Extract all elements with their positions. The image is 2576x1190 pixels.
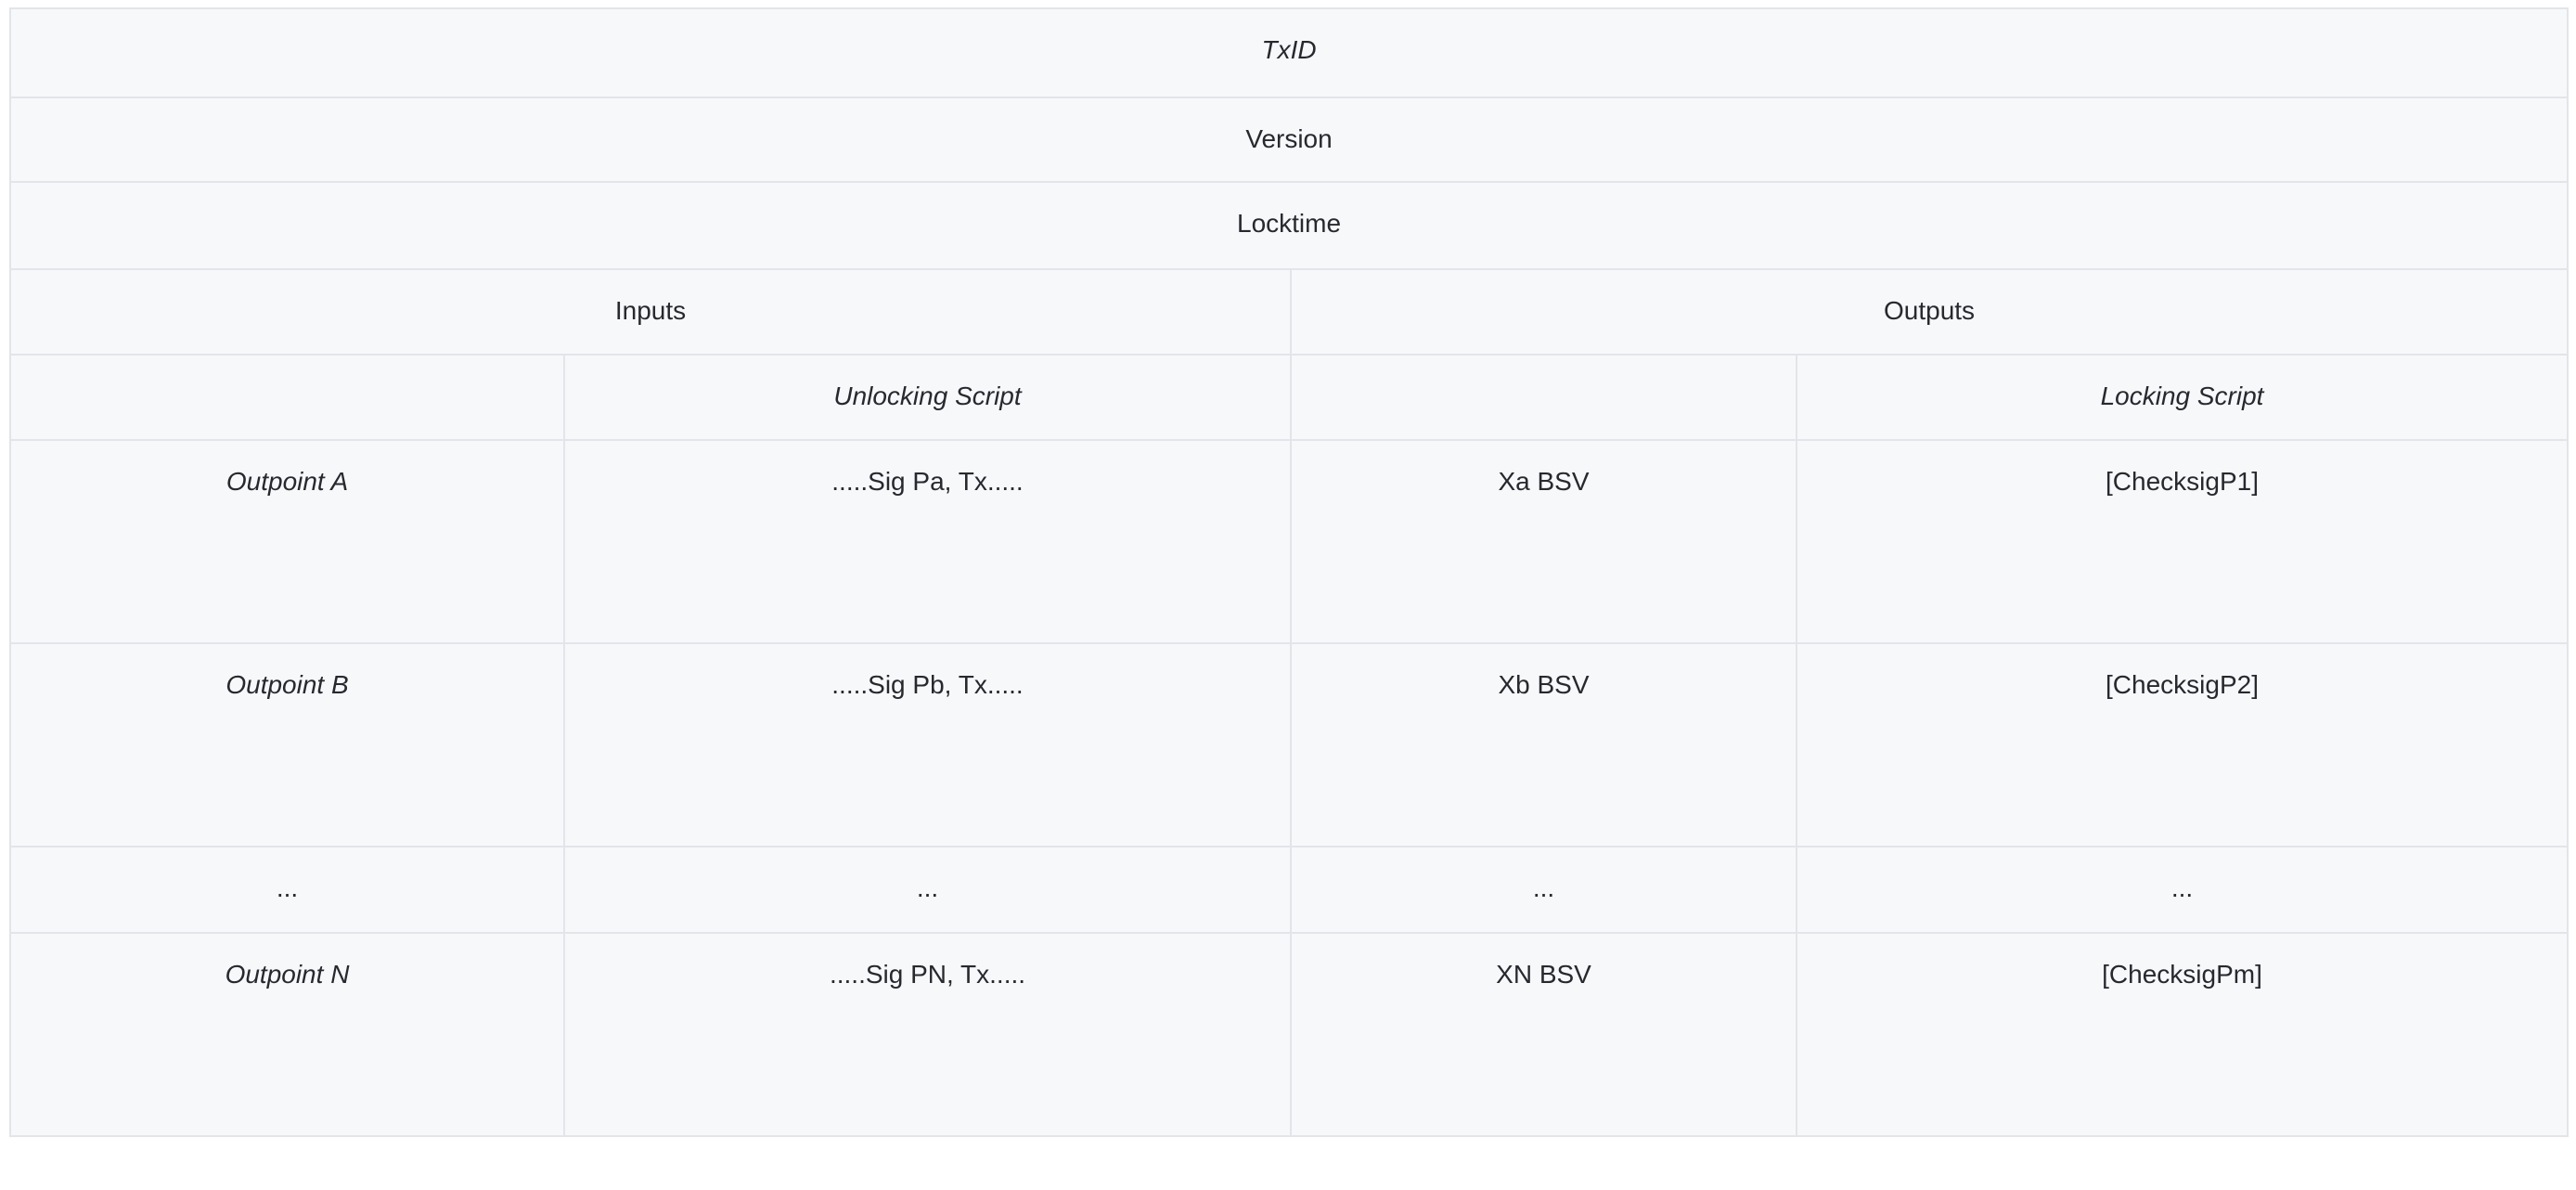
- inputs-outputs-header-row: Inputs Outputs: [9, 268, 2570, 356]
- outpoint-cell: Outpoint N: [9, 932, 565, 1137]
- amount-cell: ...: [1290, 846, 1797, 934]
- outpoint-row-a: Outpoint A .....Sig Pa, Tx..... Xa BSV […: [9, 439, 2570, 644]
- version-row: Version: [8, 97, 2570, 183]
- locking-script-cell: [ChecksigP1]: [1795, 439, 2570, 644]
- amount-header-empty-cell: [1290, 354, 1797, 441]
- txid-row: TxID: [8, 7, 2570, 98]
- unlocking-script-header: Unlocking Script: [563, 354, 1292, 441]
- amount-cell: Xb BSV: [1290, 642, 1797, 847]
- locktime-cell: Locktime: [8, 181, 2570, 270]
- amount-cell: Xa BSV: [1290, 439, 1797, 644]
- unlocking-script-cell: .....Sig PN, Tx.....: [563, 932, 1292, 1137]
- outpoint-cell: Outpoint A: [9, 439, 565, 644]
- outpoint-row-n: Outpoint N .....Sig PN, Tx..... XN BSV […: [9, 932, 2570, 1137]
- locking-script-header: Locking Script: [1795, 354, 2570, 441]
- locktime-row: Locktime: [8, 181, 2570, 270]
- outputs-header: Outputs: [1289, 268, 2570, 356]
- locking-script-cell: [ChecksigP2]: [1795, 642, 2570, 847]
- txid-cell: TxID: [8, 7, 2570, 98]
- outpoint-cell: ...: [9, 846, 565, 934]
- amount-cell: XN BSV: [1290, 932, 1797, 1137]
- unlocking-script-cell: .....Sig Pa, Tx.....: [563, 439, 1292, 644]
- outpoint-header-empty-cell: [9, 354, 565, 441]
- locking-script-cell: ...: [1795, 846, 2570, 934]
- locking-script-cell: [ChecksigPm]: [1795, 932, 2570, 1137]
- unlocking-script-cell: .....Sig Pb, Tx.....: [563, 642, 1292, 847]
- unlocking-script-cell: ...: [563, 846, 1292, 934]
- version-cell: Version: [8, 97, 2570, 183]
- ellipsis-row: ... ... ... ...: [9, 846, 2570, 934]
- outpoint-cell: Outpoint B: [9, 642, 565, 847]
- transaction-table: TxID Version Locktime Inputs Outputs Unl…: [8, 7, 2570, 1137]
- outpoint-row-b: Outpoint B .....Sig Pb, Tx..... Xb BSV […: [9, 642, 2570, 847]
- script-header-row: Unlocking Script Locking Script: [9, 354, 2570, 441]
- inputs-header: Inputs: [9, 268, 1292, 356]
